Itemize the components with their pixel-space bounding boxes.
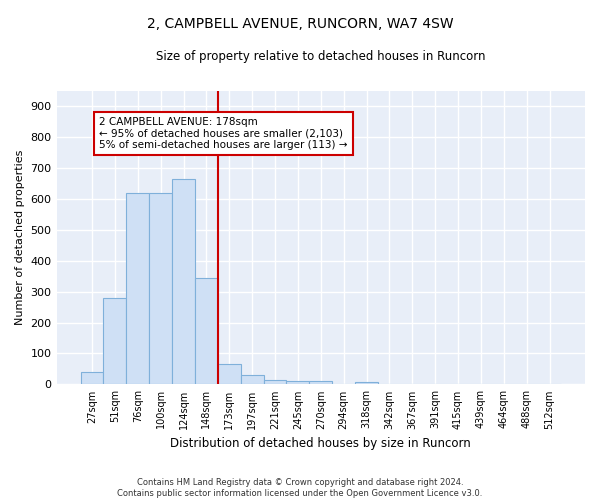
Bar [218,364,241,384]
Title: Size of property relative to detached houses in Runcorn: Size of property relative to detached ho… [156,50,485,63]
Text: 2 CAMPBELL AVENUE: 178sqm
← 95% of detached houses are smaller (2,103)
5% of sem: 2 CAMPBELL AVENUE: 178sqm ← 95% of detac… [99,117,347,150]
Text: 2, CAMPBELL AVENUE, RUNCORN, WA7 4SW: 2, CAMPBELL AVENUE, RUNCORN, WA7 4SW [146,18,454,32]
Bar [195,278,218,384]
Bar [286,382,310,384]
Bar [241,375,263,384]
Bar [103,298,127,384]
Bar [127,192,149,384]
Y-axis label: Number of detached properties: Number of detached properties [15,150,25,325]
Text: Contains HM Land Registry data © Crown copyright and database right 2024.
Contai: Contains HM Land Registry data © Crown c… [118,478,482,498]
Bar [355,382,378,384]
X-axis label: Distribution of detached houses by size in Runcorn: Distribution of detached houses by size … [170,437,471,450]
Bar [80,372,103,384]
Bar [149,192,172,384]
Bar [310,382,332,384]
Bar [263,380,286,384]
Bar [172,178,195,384]
